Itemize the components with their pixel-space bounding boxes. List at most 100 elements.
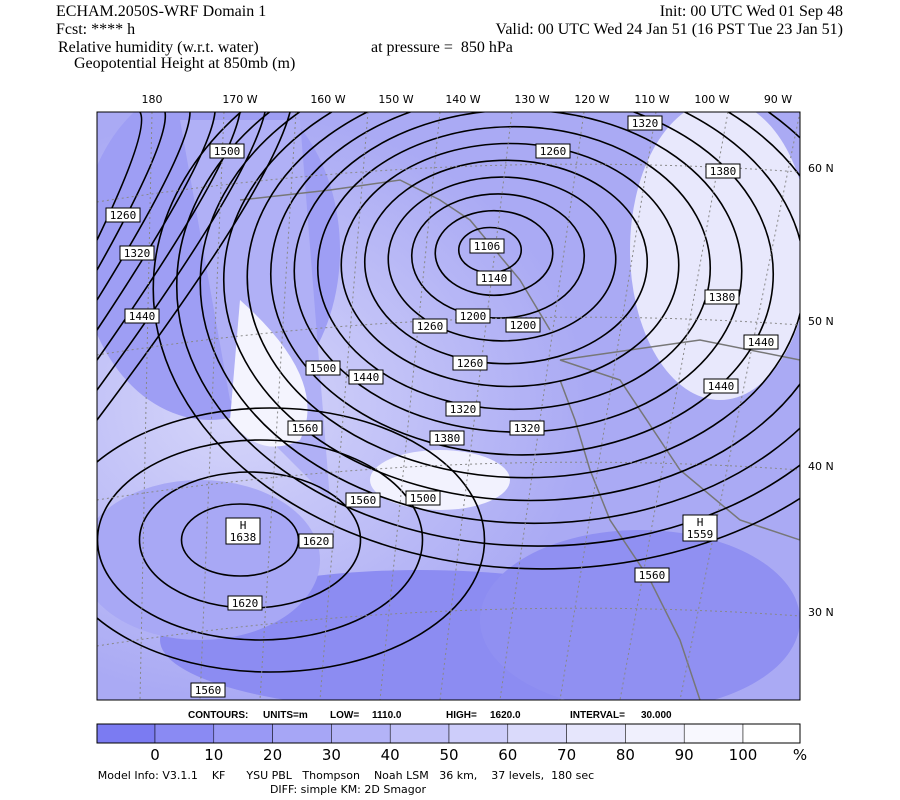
contour-label-box <box>405 490 441 506</box>
contour-label-box <box>445 401 481 417</box>
meridian <box>199 112 225 700</box>
contour-label: 1440 <box>748 336 775 349</box>
colorbar-label: 80 <box>616 746 635 764</box>
contour-info: UNITS=m <box>263 710 308 721</box>
contour-label: 1560 <box>350 494 377 507</box>
contour-label: 1200 <box>460 310 487 323</box>
colorbar-cell <box>507 723 567 744</box>
contour-line <box>97 407 486 673</box>
model-title: ECHAM.2050S-WRF Domain 1 <box>56 3 266 20</box>
longitude-label: 160 W <box>310 93 345 106</box>
meridian <box>259 112 297 700</box>
humidity-area <box>480 530 800 700</box>
colorbar-cell <box>272 723 332 744</box>
contour-info: 1620.0 <box>490 710 521 721</box>
contour-label: 1560 <box>195 684 222 697</box>
contour-line <box>97 112 291 421</box>
contour-label: 1260 <box>110 209 137 222</box>
contour-label: 1440 <box>129 310 156 323</box>
contour-line <box>97 112 191 301</box>
contour-label: 1620 <box>303 535 330 548</box>
contour-label: 1140 <box>481 272 508 285</box>
contour-label-box <box>705 163 741 179</box>
latitude-label: 30 N <box>808 606 834 619</box>
diff-info: DIFF: simple KM: 2D Smagor <box>270 783 427 796</box>
coastline <box>559 379 701 700</box>
contour-label: 1260 <box>540 145 567 158</box>
pressure-center-value: 1559 <box>687 528 714 541</box>
contour-label-box <box>298 533 334 549</box>
contour-label-box <box>455 308 491 324</box>
contour-label-box <box>227 595 263 611</box>
meridian <box>319 112 369 700</box>
map <box>97 112 800 700</box>
contour-label: 1500 <box>410 492 437 505</box>
parallel <box>97 461 800 501</box>
contour-line <box>340 142 680 388</box>
latitude-label: 60 N <box>808 162 834 175</box>
meridian <box>379 112 441 700</box>
contour-label: 1620 <box>232 597 259 610</box>
colorbar-label: 70 <box>557 746 576 764</box>
parallel <box>97 163 800 203</box>
model-info: Model Info: V3.1.1 KF YSU PBL Thompson N… <box>98 769 594 782</box>
pressure-center-box <box>225 517 261 545</box>
forecast: Fcst: **** h <box>56 21 135 38</box>
map-frame <box>96 111 801 701</box>
contour-info: HIGH= <box>446 710 477 721</box>
latitude-label: 50 N <box>808 315 834 328</box>
pressure-center-box <box>682 514 718 542</box>
contour-label: 1500 <box>310 362 337 375</box>
colorbar-label: 100 <box>729 746 758 764</box>
longitude-label: 140 W <box>445 93 480 106</box>
contour-line <box>152 112 800 570</box>
meridian <box>679 112 800 700</box>
parallel <box>97 316 800 356</box>
contour-line <box>246 112 800 479</box>
contour-label: 1106 <box>474 240 501 253</box>
pressure-center-symbol: H <box>697 516 704 529</box>
contour-label-box <box>452 355 488 371</box>
contour-line <box>97 112 266 391</box>
pressure-level: at pressure = 850 hPa <box>371 39 513 56</box>
contour-label: 1380 <box>434 432 461 445</box>
contour-label-box <box>703 378 739 394</box>
colorbar-cell <box>683 723 744 744</box>
meridian <box>499 112 585 700</box>
colorbar-cell <box>566 723 626 744</box>
colorbar-cell <box>625 723 685 744</box>
contour-info: LOW= <box>330 710 359 721</box>
contour-label: 1320 <box>514 422 541 435</box>
longitude-label: 180 <box>142 93 163 106</box>
colorbar-cell <box>742 723 801 744</box>
contour-label-box <box>505 317 541 333</box>
colorbar-cell <box>448 723 509 744</box>
contour-label: 1260 <box>457 357 484 370</box>
contour-line <box>270 112 774 456</box>
contour-line <box>434 209 554 297</box>
colorbar-frame <box>96 723 801 744</box>
contour-line <box>387 176 617 342</box>
contour-label-box <box>119 245 155 261</box>
field-name: Geopotential Height at 850mb (m) <box>74 55 295 72</box>
contour-line <box>97 112 216 331</box>
meridian <box>559 112 657 700</box>
contour-label-box <box>634 567 670 583</box>
contour-label-box <box>476 270 512 286</box>
field-name: Relative humidity (w.r.t. water) <box>58 39 259 56</box>
contour-label: 1260 <box>417 320 444 333</box>
colorbar-cell <box>331 723 391 744</box>
contour-label: 1560 <box>639 569 666 582</box>
colorbar-label: 90 <box>675 746 694 764</box>
longitude-label: 130 W <box>514 93 549 106</box>
pressure-center-symbol: H <box>240 519 247 532</box>
contour-line <box>97 112 167 271</box>
contour-label-box <box>124 308 160 324</box>
colorbar-label: 0 <box>150 746 160 764</box>
latitude-label: 40 N <box>808 460 834 473</box>
contour-line <box>316 125 712 411</box>
contour-info: 1110.0 <box>372 710 402 721</box>
humidity-area <box>230 300 308 447</box>
contour-label-box <box>190 682 226 698</box>
contour-label-box <box>105 207 141 223</box>
